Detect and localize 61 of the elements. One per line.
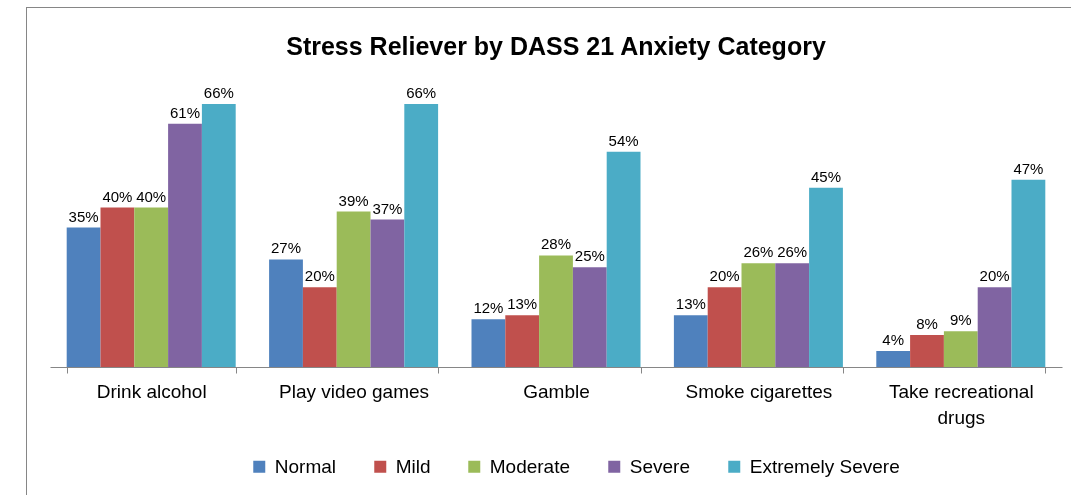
bar [505, 315, 540, 367]
bar [404, 103, 439, 367]
data-label: 13% [675, 295, 706, 313]
data-label: 40% [102, 187, 133, 205]
data-label: 4% [882, 331, 905, 349]
bar [201, 103, 236, 367]
data-label: 66% [203, 83, 234, 101]
bar [370, 219, 405, 367]
data-label: 20% [304, 267, 335, 285]
x-tick-label: Take recreational drugs [888, 380, 1034, 428]
data-label: 13% [507, 295, 538, 313]
bar [741, 263, 776, 367]
bar [572, 267, 607, 367]
x-tick-label: Smoke cigarettes [685, 380, 833, 402]
data-label: 20% [979, 267, 1010, 285]
x-tick-label: Gamble [523, 380, 590, 402]
bar [910, 335, 944, 367]
bar [809, 187, 843, 367]
bar [336, 211, 371, 367]
x-tick-label: Play video games [279, 380, 430, 402]
data-label: 61% [169, 103, 201, 121]
x-tick-label: Drink alcohol [96, 380, 207, 402]
bar [302, 287, 337, 367]
bar [1011, 179, 1046, 367]
bar [943, 331, 978, 367]
legend-label: Mild [395, 455, 431, 477]
data-label: 47% [1013, 159, 1044, 177]
data-label: 27% [270, 239, 302, 257]
data-label: 37% [372, 199, 403, 217]
chart-title: Stress Reliever by DASS 21 Anxiety Category [286, 31, 826, 60]
data-label: 20% [709, 267, 740, 285]
data-label: 66% [406, 83, 437, 101]
bar [539, 255, 573, 367]
bar [707, 287, 742, 367]
bar [876, 351, 911, 367]
data-label: 28% [540, 235, 572, 253]
bar [775, 263, 810, 367]
legend-label: Moderate [489, 455, 571, 477]
data-label: 26% [777, 243, 808, 261]
bar [471, 319, 506, 367]
data-label: 9% [949, 311, 972, 329]
legend-label: Severe [629, 455, 690, 477]
data-label: 12% [473, 299, 504, 317]
bar [606, 151, 641, 367]
bar [66, 227, 101, 367]
data-label: 26% [743, 243, 774, 261]
bar [673, 315, 708, 367]
bar [977, 287, 1012, 367]
data-label: 45% [810, 167, 842, 185]
bar [134, 207, 169, 367]
data-label: 35% [68, 207, 99, 225]
bar [100, 207, 135, 367]
data-label: 54% [608, 131, 639, 149]
data-label: 25% [574, 247, 605, 265]
data-label: 40% [136, 187, 167, 205]
data-label: 39% [338, 191, 369, 209]
legend-label: Extremely Severe [749, 455, 900, 477]
legend-label: Normal [274, 455, 336, 477]
bar [168, 123, 202, 367]
bar [269, 259, 303, 367]
data-label: 8% [916, 315, 938, 333]
